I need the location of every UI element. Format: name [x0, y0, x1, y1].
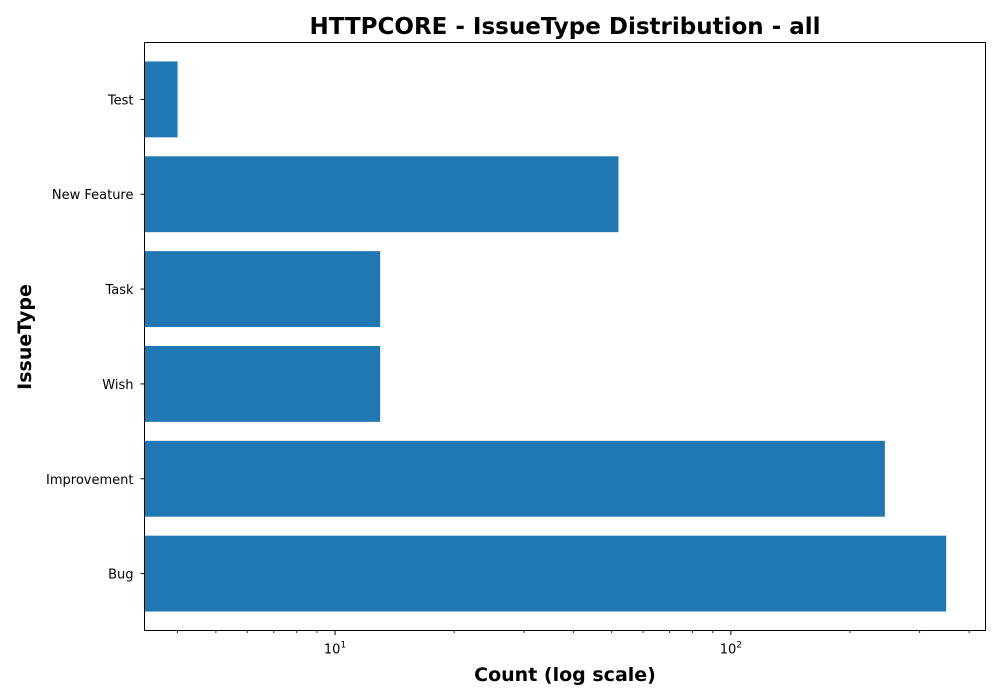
bar-bug	[144, 535, 947, 612]
x-axis-label: Count (log scale)	[474, 664, 656, 686]
y-tick-label: Bug	[108, 568, 133, 583]
bar-new-feature	[144, 156, 619, 233]
plot-frame	[144, 42, 986, 631]
y-tick-label: Test	[107, 93, 134, 108]
bar-test	[144, 61, 178, 138]
y-tick-label: Wish	[102, 378, 133, 393]
bar-wish	[144, 345, 381, 422]
bar-task	[144, 251, 381, 328]
x-ticks: 101 102	[177, 630, 970, 658]
bars	[144, 61, 947, 612]
x-tick-label: 101	[324, 641, 346, 658]
bar-improvement	[144, 440, 885, 517]
y-tick-label: Improvement	[46, 473, 133, 488]
y-tick-label: Task	[104, 283, 134, 298]
y-ticks: Bug Improvement Wish Task New Feature Test	[46, 93, 145, 583]
chart-title: HTTPCORE - IssueType Distribution - all	[310, 14, 821, 40]
y-tick-label: New Feature	[52, 188, 134, 203]
y-axis-label: IssueType	[14, 284, 36, 390]
x-tick-label: 102	[720, 641, 742, 658]
